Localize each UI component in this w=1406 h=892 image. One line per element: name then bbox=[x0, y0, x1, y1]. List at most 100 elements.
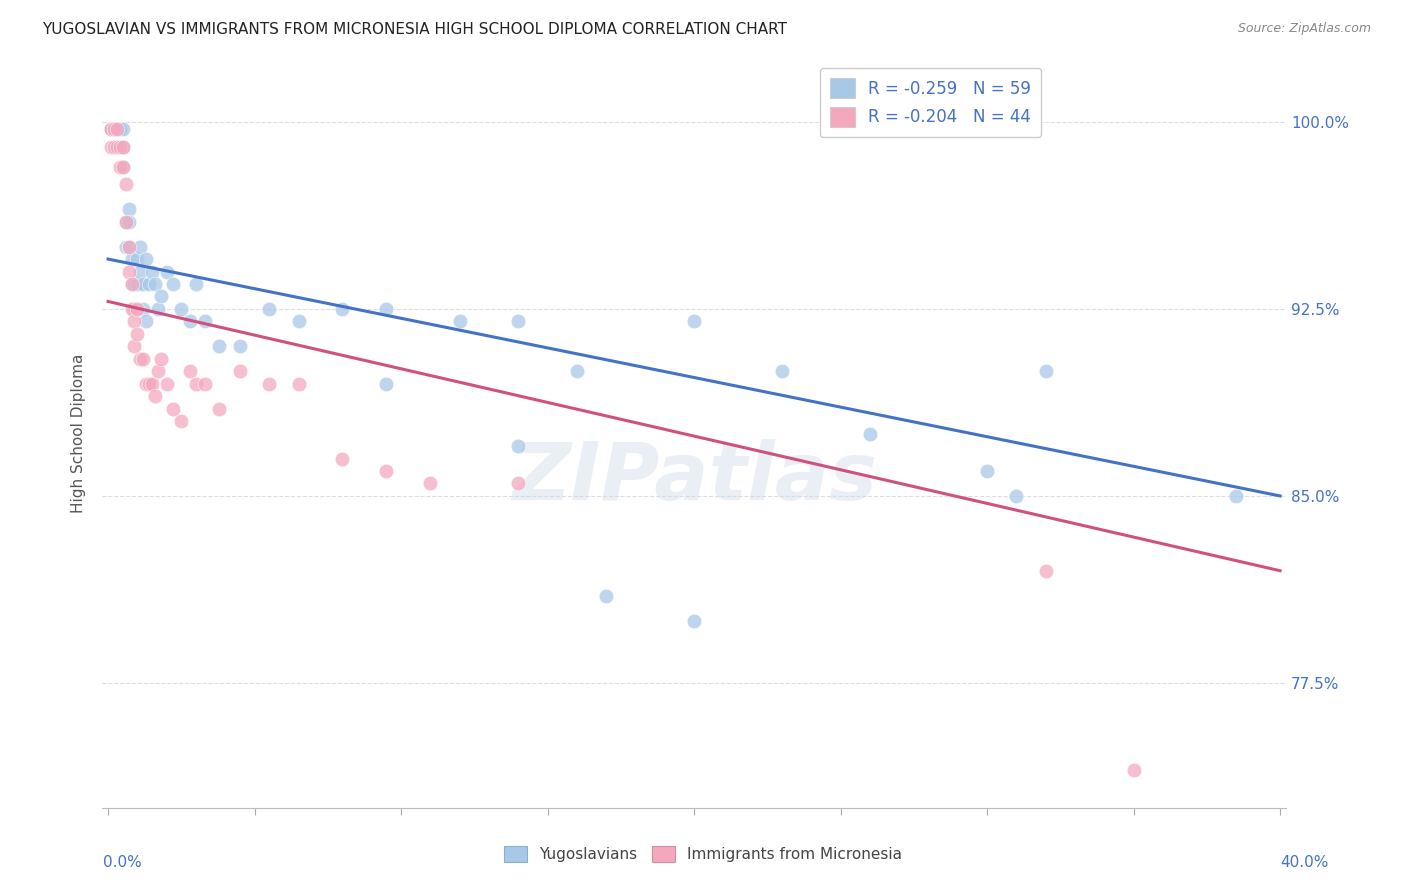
Point bbox=[146, 364, 169, 378]
Point bbox=[129, 264, 152, 278]
Point bbox=[129, 351, 152, 366]
Y-axis label: High School Diploma: High School Diploma bbox=[72, 354, 86, 513]
Point bbox=[194, 376, 217, 391]
Point bbox=[287, 376, 309, 391]
Point bbox=[595, 589, 617, 603]
Legend: R = -0.259   N = 59, R = -0.204   N = 44: R = -0.259 N = 59, R = -0.204 N = 44 bbox=[820, 68, 1040, 137]
Point bbox=[208, 339, 231, 353]
Point bbox=[105, 122, 128, 136]
Point bbox=[770, 364, 793, 378]
Point bbox=[976, 464, 998, 478]
Point bbox=[105, 122, 128, 136]
Point bbox=[121, 277, 143, 291]
Point bbox=[124, 339, 146, 353]
Point bbox=[149, 289, 172, 303]
Point bbox=[184, 376, 207, 391]
Point bbox=[114, 215, 136, 229]
Point bbox=[124, 277, 146, 291]
Point bbox=[108, 160, 131, 174]
Point bbox=[111, 122, 134, 136]
Point bbox=[105, 140, 128, 154]
Point bbox=[508, 476, 530, 491]
Point bbox=[143, 277, 166, 291]
Point bbox=[132, 277, 155, 291]
Point bbox=[117, 239, 139, 253]
Point bbox=[127, 326, 149, 341]
Point bbox=[127, 277, 149, 291]
Point bbox=[132, 351, 155, 366]
Point bbox=[257, 301, 280, 316]
Point bbox=[162, 277, 184, 291]
Point bbox=[127, 301, 149, 316]
Text: ZIPatlas: ZIPatlas bbox=[512, 440, 876, 517]
Point bbox=[149, 351, 172, 366]
Point bbox=[375, 301, 398, 316]
Point bbox=[1122, 763, 1144, 777]
Point bbox=[449, 314, 471, 328]
Point bbox=[1035, 564, 1057, 578]
Point bbox=[114, 239, 136, 253]
Point bbox=[229, 364, 252, 378]
Point bbox=[103, 140, 125, 154]
Point bbox=[162, 401, 184, 416]
Point bbox=[105, 140, 128, 154]
Point bbox=[375, 376, 398, 391]
Text: 40.0%: 40.0% bbox=[1281, 855, 1329, 870]
Point bbox=[508, 439, 530, 453]
Point bbox=[138, 277, 160, 291]
Point bbox=[100, 122, 122, 136]
Point bbox=[103, 122, 125, 136]
Point bbox=[859, 426, 882, 441]
Point bbox=[135, 314, 157, 328]
Point bbox=[100, 122, 122, 136]
Point bbox=[179, 314, 201, 328]
Point bbox=[108, 140, 131, 154]
Point bbox=[257, 376, 280, 391]
Point bbox=[117, 215, 139, 229]
Point bbox=[419, 476, 441, 491]
Point bbox=[138, 376, 160, 391]
Point bbox=[121, 301, 143, 316]
Point bbox=[179, 364, 201, 378]
Point bbox=[146, 301, 169, 316]
Point bbox=[117, 202, 139, 217]
Point bbox=[111, 160, 134, 174]
Point bbox=[117, 264, 139, 278]
Point bbox=[375, 464, 398, 478]
Point bbox=[141, 376, 163, 391]
Point bbox=[124, 301, 146, 316]
Point bbox=[114, 178, 136, 192]
Point bbox=[127, 252, 149, 266]
Point bbox=[156, 264, 179, 278]
Text: YUGOSLAVIAN VS IMMIGRANTS FROM MICRONESIA HIGH SCHOOL DIPLOMA CORRELATION CHART: YUGOSLAVIAN VS IMMIGRANTS FROM MICRONESI… bbox=[42, 22, 787, 37]
Point bbox=[108, 122, 131, 136]
Point bbox=[229, 339, 252, 353]
Point bbox=[132, 301, 155, 316]
Point bbox=[135, 376, 157, 391]
Point bbox=[156, 376, 179, 391]
Point bbox=[332, 451, 354, 466]
Point bbox=[194, 314, 217, 328]
Text: Source: ZipAtlas.com: Source: ZipAtlas.com bbox=[1237, 22, 1371, 36]
Point bbox=[170, 301, 193, 316]
Point bbox=[108, 140, 131, 154]
Point bbox=[141, 264, 163, 278]
Point bbox=[170, 414, 193, 428]
Point bbox=[135, 252, 157, 266]
Point bbox=[683, 614, 706, 628]
Point bbox=[129, 239, 152, 253]
Point bbox=[124, 314, 146, 328]
Point bbox=[143, 389, 166, 403]
Point bbox=[1225, 489, 1247, 503]
Text: 0.0%: 0.0% bbox=[103, 855, 142, 870]
Point bbox=[103, 122, 125, 136]
Point bbox=[1005, 489, 1028, 503]
Point bbox=[332, 301, 354, 316]
Point bbox=[683, 314, 706, 328]
Point bbox=[117, 239, 139, 253]
Point bbox=[103, 122, 125, 136]
Point bbox=[565, 364, 588, 378]
Point bbox=[184, 277, 207, 291]
Point bbox=[100, 140, 122, 154]
Point bbox=[1035, 364, 1057, 378]
